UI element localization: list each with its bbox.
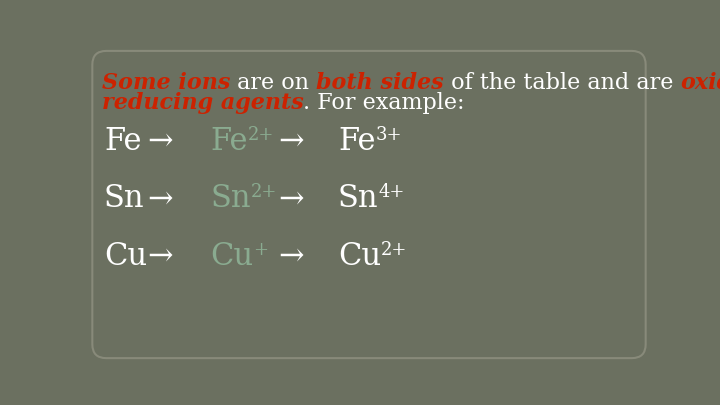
Text: reducing agents: reducing agents xyxy=(102,92,303,115)
Text: Sn: Sn xyxy=(210,183,251,214)
Text: →: → xyxy=(279,183,305,214)
Text: Cu: Cu xyxy=(210,241,253,272)
Text: . For example:: . For example: xyxy=(303,92,465,115)
Text: →: → xyxy=(279,126,305,156)
Text: Sn: Sn xyxy=(104,183,145,214)
Text: Some ions: Some ions xyxy=(102,72,230,94)
Text: 4+: 4+ xyxy=(379,183,405,201)
Text: →: → xyxy=(147,183,173,214)
Text: Sn: Sn xyxy=(338,183,379,214)
Text: Fe: Fe xyxy=(104,126,141,156)
Text: both sides: both sides xyxy=(316,72,444,94)
Text: Fe: Fe xyxy=(338,126,376,156)
Text: 2+: 2+ xyxy=(248,126,274,143)
Text: →: → xyxy=(147,241,173,272)
Text: Cu: Cu xyxy=(104,241,147,272)
Text: →: → xyxy=(279,241,305,272)
Text: 3+: 3+ xyxy=(376,126,402,143)
FancyBboxPatch shape xyxy=(92,51,646,358)
Text: Fe: Fe xyxy=(210,126,248,156)
Text: of the table and are: of the table and are xyxy=(444,72,680,94)
Text: Cu: Cu xyxy=(338,241,381,272)
Text: 2+: 2+ xyxy=(251,183,277,201)
Text: are on: are on xyxy=(230,72,316,94)
Text: 2+: 2+ xyxy=(381,241,408,259)
Text: +: + xyxy=(253,241,269,259)
Text: oxidizing: oxidizing xyxy=(680,72,720,94)
Text: →: → xyxy=(147,126,173,156)
